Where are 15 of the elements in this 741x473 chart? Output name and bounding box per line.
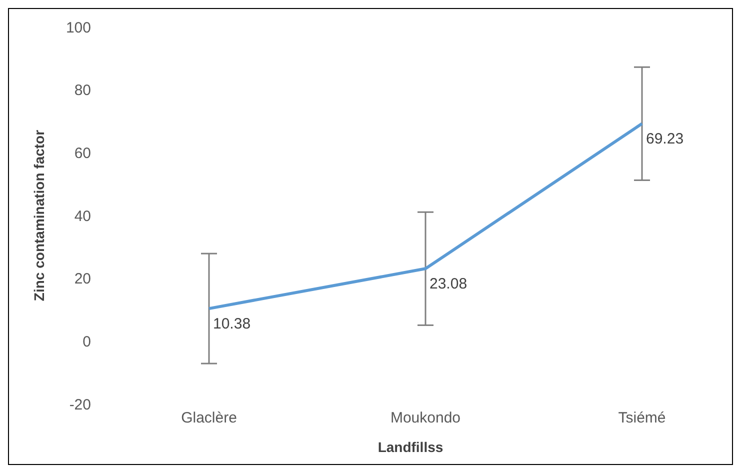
y-tick-label: 20 — [74, 270, 91, 288]
y-tick-label: 80 — [74, 82, 91, 100]
data-label: 69.23 — [646, 130, 684, 148]
y-tick-label: 40 — [74, 208, 91, 225]
y-tick-label: 0 — [82, 333, 91, 350]
y-axis-title: Zinc contamination factor — [30, 129, 47, 302]
y-tick-label: -20 — [69, 396, 91, 414]
x-tick-label: Glaclère — [181, 410, 237, 427]
x-tick-label: Tsiémé — [618, 410, 666, 427]
y-tick-label: 100 — [66, 19, 91, 36]
x-tick-label: Moukondo — [390, 410, 461, 427]
x-axis-title: Landfillss — [378, 439, 444, 455]
data-label: 23.08 — [430, 276, 468, 293]
y-tick-label: 60 — [74, 144, 91, 162]
data-label: 10.38 — [213, 316, 251, 333]
